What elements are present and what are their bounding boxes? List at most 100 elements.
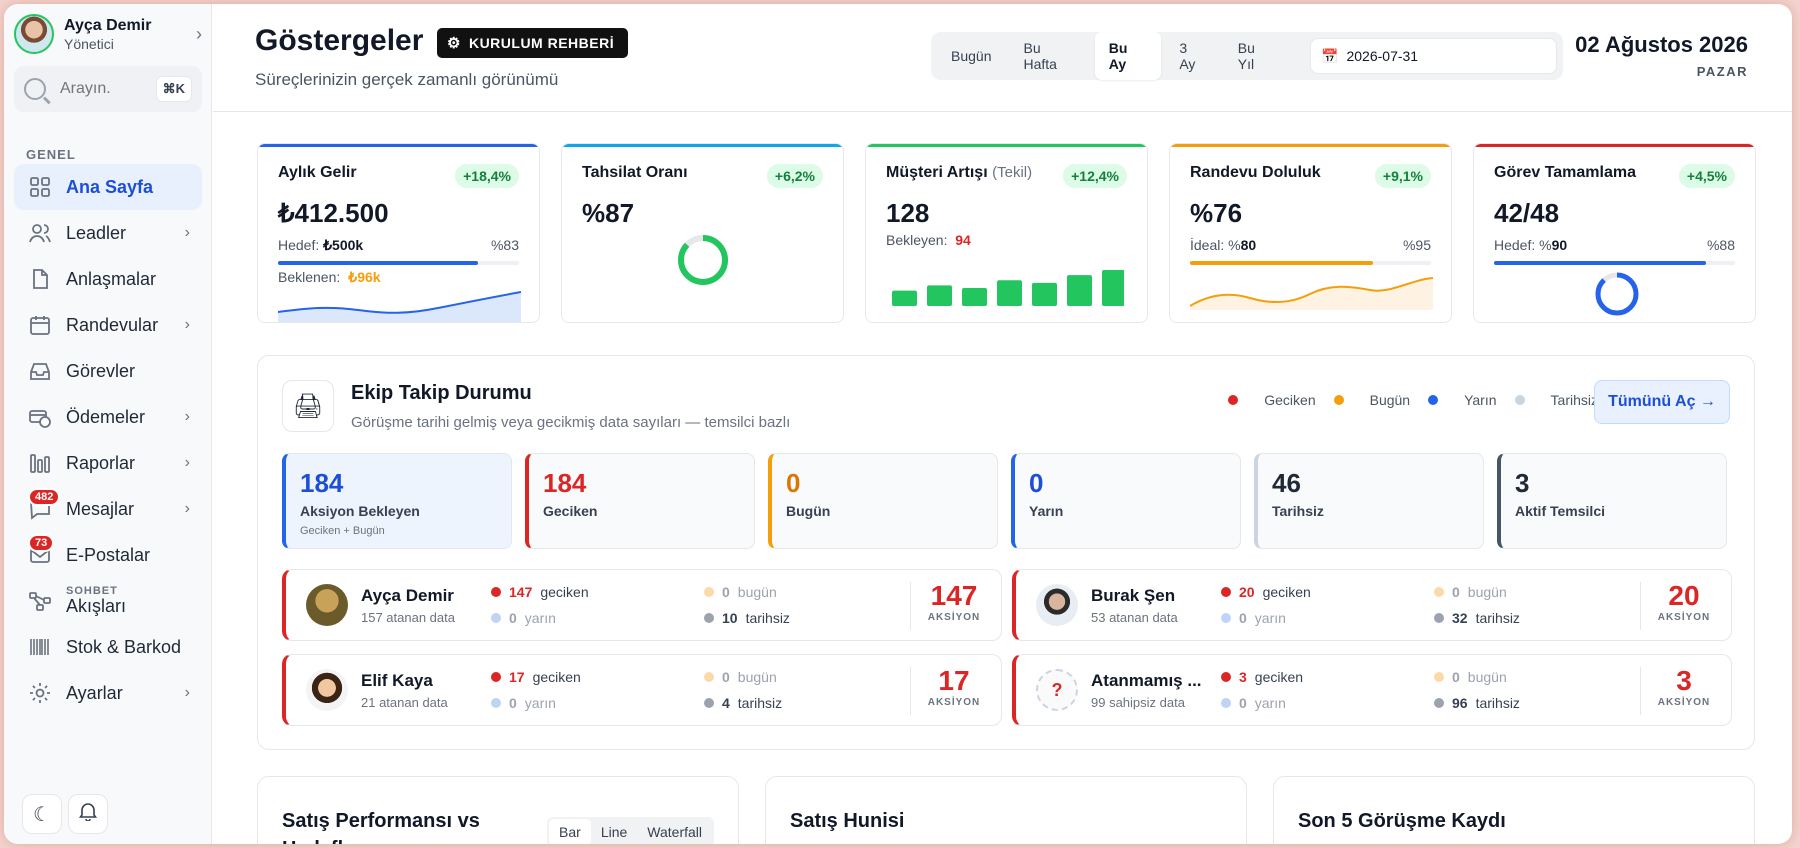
sidebar-item-ayarlar[interactable]: Ayarlar › [14, 670, 202, 716]
rep-card-unassigned[interactable]: ? Atanmamış ... 99 sahipsiz data 3 gecike… [1012, 654, 1732, 726]
kpi-appointment-occupancy[interactable]: Randevu Doluluk +9,1% %76 İdeal: %80 %95 [1169, 143, 1452, 323]
moon-icon: ☾ [33, 803, 51, 826]
stat-card-late[interactable]: 184 Geciken [525, 453, 755, 549]
sidebar-item-label: Ödemeler [66, 406, 146, 427]
kpi-pending-row: Bekleyen: 94 [886, 232, 1127, 248]
kpi-percent: %83 [490, 237, 519, 253]
sales-performance-card: Satış Performansı vs Hedefler Bar Line W… [257, 776, 739, 844]
divider [1640, 582, 1641, 630]
search-shortcut: ⌘K [155, 76, 192, 102]
customer-bar [962, 288, 987, 306]
late-label: geciken [532, 669, 581, 685]
chart-type-tabs: Bar Line Waterfall [547, 817, 714, 844]
late-count: 20 geciken [1221, 584, 1311, 600]
range-this-month[interactable]: Bu Ay [1094, 32, 1162, 80]
sidebar-item-mesajlar[interactable]: 482 Mesajlar › [14, 486, 202, 532]
pending-label: Bekleyen: [886, 232, 948, 248]
gear-icon: ⚙ [447, 35, 461, 52]
kpi-value: %76 [1190, 198, 1243, 228]
tab-waterfall[interactable]: Waterfall [647, 824, 702, 840]
stat-card-action-pending[interactable]: 184 Aksiyon Bekleyen Geciken + Bugün [282, 453, 512, 549]
late-label: geciken [1254, 669, 1304, 685]
tomorrow-value: 0 [1239, 695, 1247, 711]
rep-card-burak-sen[interactable]: Burak Şen 53 atanan data 20 geciken 0 yarı… [1012, 569, 1732, 641]
stat-card-active-reps[interactable]: 3 Aktif Temsilci [1497, 453, 1727, 549]
undated-dot [704, 613, 714, 623]
undated-dot [1434, 698, 1444, 708]
range-this-year[interactable]: Bu Yıl [1237, 40, 1255, 72]
legend-dot [1333, 395, 1344, 405]
kpi-task-completion[interactable]: Görev Tamamlama +4,5% 42/48 Hedef: %90 %… [1473, 143, 1756, 323]
progress-track [1494, 261, 1735, 265]
panel-subtitle: Görüşme tarihi gelmiş veya gecikmiş data… [351, 414, 791, 431]
sidebar-item-label: Raporlar [66, 452, 136, 473]
setup-guide-button[interactable]: ⚙ KURULUM REHBERİ [437, 28, 629, 58]
kpi-customer-growth[interactable]: Müşteri Artışı (Tekil) +12,4% 128 Bekley… [865, 143, 1148, 323]
sidebar-item-gorevler[interactable]: Görevler [14, 348, 202, 394]
chevron-right-icon: › [184, 500, 190, 517]
change-badge: +9,1% [1374, 164, 1431, 188]
action-value: 147 [930, 580, 978, 611]
kpi-value: 128 [886, 198, 930, 228]
kpi-expected: Beklenen: ₺96k [278, 269, 381, 286]
date-value: 2026-07-31 [1346, 48, 1419, 64]
tab-line[interactable]: Line [600, 824, 628, 840]
range-3-months[interactable]: 3 Ay [1179, 40, 1196, 72]
legend-item: Yarın [1428, 392, 1497, 408]
range-today[interactable]: Bugün [951, 48, 992, 64]
today-dot [704, 672, 714, 682]
today-value: 0 [722, 669, 730, 685]
stat-label: Yarın [1029, 503, 1064, 519]
late-label: geciken [540, 584, 589, 600]
rep-assigned: 99 sahipsiz data [1091, 695, 1185, 710]
stat-card-tomorrow[interactable]: 0 Yarın [1011, 453, 1241, 549]
kpi-label: Görev Tamamlama [1494, 164, 1636, 181]
kpi-label: Müşteri Artışı (Tekil) [886, 164, 1032, 182]
sidebar-item-ana-sayfa[interactable]: Ana Sayfa [14, 164, 202, 210]
sidebar-item-sohbet-akislari[interactable]: SOHBET Akışları [14, 578, 202, 624]
tomorrow-value: 0 [1239, 610, 1247, 626]
setup-guide-label: KURULUM REHBERİ [468, 35, 615, 51]
user-profile[interactable]: Ayça Demir Yönetici › [14, 12, 202, 56]
sidebar-item-odemeler[interactable]: Ödemeler › [14, 394, 202, 440]
today-dot [1434, 587, 1444, 597]
divider [1640, 667, 1641, 715]
late-count: 147 geciken [491, 584, 589, 600]
expected-label: Beklenen: [278, 269, 341, 285]
open-all-button[interactable]: Tümünü Aç → [1594, 380, 1730, 424]
stat-label: Aktif Temsilci [1515, 503, 1605, 519]
sidebar-item-label: Ana Sayfa [66, 176, 154, 197]
calendar-icon [28, 313, 52, 337]
unread-badge: 482 [28, 488, 61, 506]
legend-item: Tarihsiz [1514, 392, 1598, 408]
kpi-collection-rate[interactable]: Tahsilat Oranı +6,2% %87 [561, 143, 844, 323]
sidebar-item-e-postalar[interactable]: 73 E-Postalar [14, 532, 202, 578]
undated-label: tarihsiz [1475, 610, 1520, 626]
search-input[interactable] [60, 80, 150, 98]
action-label: AKSİYON [927, 697, 981, 708]
sidebar-item-leadler[interactable]: Leadler › [14, 210, 202, 256]
rep-name: Elif Kaya [361, 671, 433, 690]
range-this-week[interactable]: Bu Hafta [1023, 40, 1057, 72]
sidebar-item-stok-barkod[interactable]: Stok & Barkod [14, 624, 202, 670]
rep-assigned: 53 atanan data [1091, 610, 1178, 625]
stat-card-undated[interactable]: 46 Tarihsiz [1254, 453, 1484, 549]
sidebar-item-raporlar[interactable]: Raporlar › [14, 440, 202, 486]
today-label: bugün [737, 584, 777, 600]
rep-card-elif-kaya[interactable]: Elif Kaya 21 atanan data 17 geciken 0 yarı… [282, 654, 1002, 726]
tomorrow-count: 0 yarın [491, 610, 556, 626]
date-picker[interactable]: 📅 2026-07-31 [1310, 38, 1558, 74]
notifications-button[interactable] [68, 794, 108, 834]
change-badge: +6,2% [766, 164, 823, 188]
theme-toggle-button[interactable]: ☾ [22, 794, 62, 834]
tab-bar[interactable]: Bar [549, 819, 591, 844]
payment-icon [28, 405, 52, 429]
expected-value: ₺96k [348, 269, 381, 285]
search-box[interactable]: ⌘K [14, 66, 202, 112]
sidebar-item-randevular[interactable]: Randevular › [14, 302, 202, 348]
stat-card-today[interactable]: 0 Bugün [768, 453, 998, 549]
kpi-ideal: İdeal: %80 [1190, 237, 1256, 253]
sidebar-item-anlasmalar[interactable]: Anlaşmalar [14, 256, 202, 302]
kpi-monthly-revenue[interactable]: Aylık Gelir +18,4% ₺412.500 Hedef: ₺500k… [257, 143, 540, 323]
